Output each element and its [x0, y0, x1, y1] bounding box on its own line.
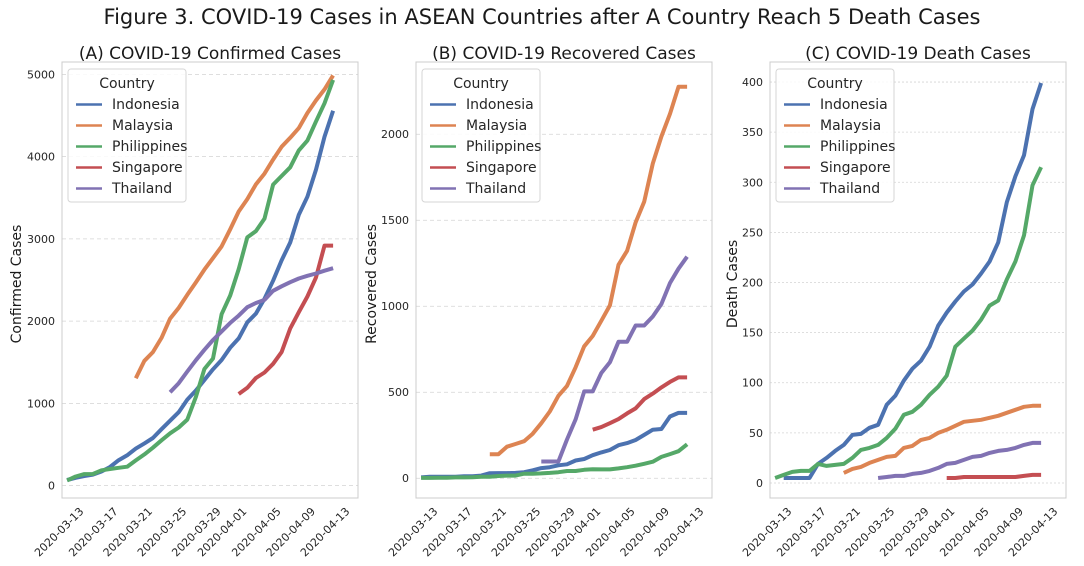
series-line-philippines [774, 166, 1043, 480]
panel-title: (B) COVID-19 Recovered Cases [432, 44, 696, 64]
figure-title: Figure 3. COVID-19 Cases in ASEAN Countr… [104, 5, 981, 29]
y-tick-label: 300 [742, 176, 763, 189]
panel-confirmed: (A) COVID-19 Confirmed Cases 0 1000 2000 300… [9, 44, 359, 559]
legend-label-malaysia: Malaysia [112, 118, 173, 134]
axes-frame [769, 61, 1067, 499]
legend-label-thailand: Thailand [111, 181, 172, 197]
series-line-thailand [541, 255, 689, 464]
series-line-philippines [66, 79, 335, 483]
y-tick-label: 400 [742, 76, 763, 89]
legend-label-singapore: Singapore [466, 160, 537, 176]
series-line-thailand [168, 266, 334, 394]
series-line-malaysia [489, 84, 688, 457]
y-tick-label: 50 [749, 427, 763, 440]
legend-label-thailand: Thailand [465, 181, 526, 197]
legend-title: Country [807, 76, 863, 92]
y-tick-label: 3000 [27, 233, 55, 246]
legend-title: Country [453, 76, 509, 92]
y-tick-label: 200 [742, 277, 763, 290]
y-axis-label: Recovered Cases [364, 224, 380, 344]
legend-label-philippines: Philippines [112, 139, 187, 155]
legend-label-thailand: Thailand [819, 181, 880, 197]
axes-frame [61, 61, 359, 499]
legend-label-indonesia: Indonesia [820, 97, 888, 113]
series-line-singapore [237, 243, 334, 396]
y-tick-label: 100 [742, 377, 763, 390]
panel-recovered: (B) COVID-19 Recovered Cases 0 500 1000 1500… [364, 44, 713, 559]
y-tick-label: 2000 [381, 128, 409, 141]
series-line-philippines [421, 442, 689, 480]
y-tick-label: 0 [402, 472, 409, 485]
series-line-indonesia [420, 410, 688, 480]
panel-title: (C) COVID-19 Death Cases [805, 44, 1031, 64]
y-tick-label: 1500 [381, 214, 409, 227]
y-tick-label: 5000 [27, 68, 55, 81]
y-tick-label: 150 [742, 327, 763, 340]
legend-label-singapore: Singapore [112, 160, 183, 176]
legend-label-philippines: Philippines [466, 139, 541, 155]
legend-label-malaysia: Malaysia [820, 118, 881, 134]
y-tick-label: 1000 [381, 300, 409, 313]
legend-title: Country [99, 76, 155, 92]
y-tick-label: 250 [742, 226, 763, 239]
legend-label-singapore: Singapore [820, 160, 891, 176]
panel-deaths: (C) COVID-19 Death Cases 0 50 100 150 200 250 3… [725, 44, 1067, 559]
panel-title: (A) COVID-19 Confirmed Cases [79, 44, 341, 64]
legend-label-indonesia: Indonesia [466, 97, 534, 113]
legend-label-philippines: Philippines [820, 139, 895, 155]
y-tick-label: 0 [756, 477, 763, 490]
y-tick-label: 4000 [27, 151, 55, 164]
y-tick-label: 350 [742, 126, 763, 139]
series-line-singapore [592, 375, 688, 432]
y-tick-label: 500 [388, 386, 409, 399]
series-line-thailand [877, 440, 1042, 480]
axes-frame [415, 61, 713, 499]
series-line-indonesia [783, 82, 1043, 480]
y-tick-label: 1000 [27, 397, 55, 410]
y-axis-label: Death Cases [725, 240, 741, 328]
series-line-malaysia [842, 403, 1042, 475]
series-line-malaysia [134, 74, 335, 380]
y-tick-label: 0 [48, 480, 55, 493]
y-axis-label: Confirmed Cases [9, 225, 25, 344]
legend-label-indonesia: Indonesia [112, 97, 180, 113]
series-line-singapore [946, 472, 1042, 480]
y-tick-label: 2000 [27, 315, 55, 328]
legend-label-malaysia: Malaysia [466, 118, 527, 134]
